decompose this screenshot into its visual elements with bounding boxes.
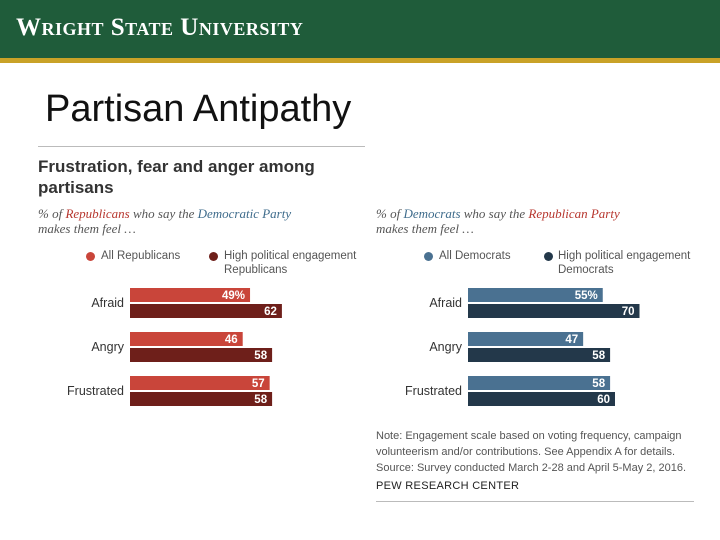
dem-bar-afraid-high-engagement bbox=[468, 304, 640, 318]
rep-bar-frustrated-high-engagement bbox=[130, 392, 273, 406]
chart-top-rule bbox=[38, 146, 365, 147]
legend-high-democrats: High political engagement Democrats bbox=[558, 249, 708, 277]
rep-bar-frustrated-all bbox=[130, 376, 270, 390]
left-subtitle-mid: who say the bbox=[129, 206, 198, 221]
dem-value-label-frustrated-all: 58 bbox=[592, 378, 605, 390]
slide-title: Partisan Antipathy bbox=[45, 88, 352, 130]
rep-bar-angry-all bbox=[130, 332, 243, 346]
dem-bar-angry-all bbox=[468, 332, 584, 346]
rep-category-label-frustrated: Frustrated bbox=[67, 384, 124, 398]
rep-bar-afraid-all bbox=[130, 288, 251, 302]
left-subtitle-pre: % of bbox=[38, 206, 66, 221]
dem-value-label-angry-all: 47 bbox=[565, 334, 578, 346]
right-subtitle: % of Democrats who say the Republican Pa… bbox=[376, 206, 706, 236]
rep-bar-angry-high-engagement bbox=[130, 348, 273, 362]
legend-all-republicans: All Republicans bbox=[101, 250, 181, 262]
dem-category-label-afraid: Afraid bbox=[429, 296, 462, 310]
right-subtitle-target: Republican Party bbox=[528, 206, 620, 221]
dem-bar-angry-high-engagement bbox=[468, 348, 611, 362]
dem-value-label-frustrated-high-engagement: 60 bbox=[597, 394, 610, 406]
legend-high-republicans-line2: Republicans bbox=[224, 264, 288, 276]
right-subtitle-post: makes them feel … bbox=[376, 221, 474, 236]
chart-bottom-rule bbox=[376, 501, 694, 502]
source-credit: PEW RESEARCH CENTER bbox=[376, 480, 520, 492]
rep-value-label-angry-all: 46 bbox=[225, 334, 238, 346]
legend-all-democrats: All Democrats bbox=[439, 250, 511, 262]
dem-category-label-frustrated: Frustrated bbox=[405, 384, 462, 398]
legend-high-republicans: High political engagement Republicans bbox=[224, 249, 364, 277]
rep-bar-afraid-high-engagement bbox=[130, 304, 282, 318]
legend-high-democrats-line2: Democrats bbox=[558, 264, 614, 276]
rep-value-label-frustrated-all: 57 bbox=[252, 378, 265, 390]
legend-high-republicans-line1: High political engagement bbox=[224, 250, 357, 262]
dem-value-label-afraid-high-engagement: 70 bbox=[622, 306, 635, 318]
right-subtitle-party: Democrats bbox=[403, 206, 461, 221]
legend-swatch-all-republicans bbox=[86, 252, 95, 261]
header-accent-stripe bbox=[0, 58, 720, 63]
legend-swatch-all-democrats bbox=[424, 252, 433, 261]
legend-swatch-high-republicans bbox=[209, 252, 218, 261]
dem-bar-frustrated-all bbox=[468, 376, 611, 390]
democrat-bar-chart: Afraid 55% 70 Angry 47 58 Frustrated 58 60 bbox=[405, 288, 640, 406]
dem-bar-frustrated-high-engagement bbox=[468, 392, 615, 406]
left-subtitle: % of Republicans who say the Democratic … bbox=[38, 206, 368, 236]
university-logo-text: Wright State University bbox=[16, 14, 304, 41]
chart-note: Note: Engagement scale based on voting f… bbox=[376, 430, 687, 474]
republican-bar-chart: Afraid 49% 62 Angry 46 58 Frustrated 57 58 bbox=[67, 288, 282, 406]
left-subtitle-party: Republicans bbox=[65, 206, 130, 221]
rep-value-label-afraid-all: 49% bbox=[222, 290, 245, 302]
right-subtitle-pre: % of bbox=[376, 206, 404, 221]
left-subtitle-target: Democratic Party bbox=[197, 206, 292, 221]
rep-category-label-afraid: Afraid bbox=[91, 296, 124, 310]
rep-value-label-frustrated-high-engagement: 58 bbox=[254, 394, 267, 406]
legend-swatch-high-democrats bbox=[544, 252, 553, 261]
legend-high-democrats-line1: High political engagement bbox=[558, 250, 691, 262]
left-subtitle-post: makes them feel … bbox=[38, 221, 136, 236]
rep-category-label-angry: Angry bbox=[91, 340, 124, 354]
dem-bar-afraid-all bbox=[468, 288, 603, 302]
dem-value-label-afraid-all: 55% bbox=[575, 290, 598, 302]
rep-value-label-afraid-high-engagement: 62 bbox=[264, 306, 277, 318]
header-bar bbox=[0, 0, 720, 58]
chart-heading: Frustration, fear and anger among partis… bbox=[38, 157, 315, 197]
dem-value-label-angry-high-engagement: 58 bbox=[592, 350, 605, 362]
rep-value-label-angry-high-engagement: 58 bbox=[254, 350, 267, 362]
right-subtitle-mid: who say the bbox=[460, 206, 529, 221]
dem-category-label-angry: Angry bbox=[429, 340, 462, 354]
